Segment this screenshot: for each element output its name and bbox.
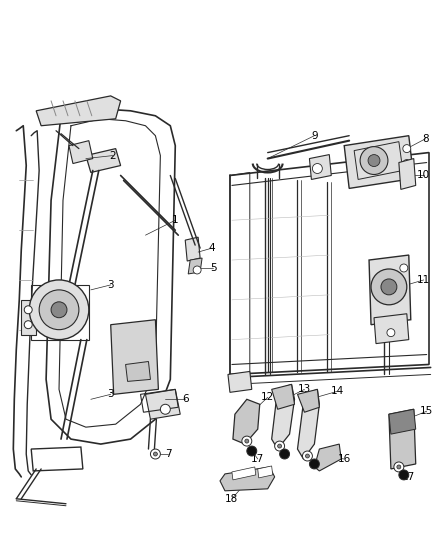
Text: 14: 14 (331, 386, 344, 397)
Polygon shape (185, 237, 200, 261)
Polygon shape (232, 467, 256, 480)
Circle shape (275, 441, 285, 451)
Polygon shape (111, 320, 159, 394)
Polygon shape (314, 444, 341, 471)
Text: 18: 18 (225, 494, 239, 504)
Circle shape (242, 436, 252, 446)
Circle shape (309, 459, 319, 469)
Circle shape (160, 404, 170, 414)
Text: 7: 7 (165, 449, 172, 459)
Text: 6: 6 (182, 394, 188, 405)
Polygon shape (86, 149, 120, 173)
Polygon shape (233, 399, 260, 444)
Polygon shape (272, 384, 294, 449)
Text: 16: 16 (338, 454, 351, 464)
Circle shape (400, 264, 408, 272)
Circle shape (305, 454, 309, 458)
Text: 8: 8 (422, 134, 429, 144)
Text: 15: 15 (420, 406, 433, 416)
Text: 1: 1 (172, 215, 179, 225)
Circle shape (245, 439, 249, 443)
Circle shape (247, 446, 257, 456)
Circle shape (303, 451, 312, 461)
Circle shape (371, 269, 407, 305)
Polygon shape (389, 409, 416, 434)
Circle shape (403, 144, 411, 152)
Circle shape (381, 279, 397, 295)
Circle shape (150, 449, 160, 459)
Circle shape (403, 159, 411, 167)
Text: 17: 17 (402, 472, 415, 482)
Polygon shape (389, 409, 416, 469)
Text: 13: 13 (298, 384, 311, 394)
Polygon shape (374, 314, 409, 344)
Circle shape (387, 329, 395, 337)
Circle shape (278, 444, 282, 448)
Text: 9: 9 (311, 131, 318, 141)
Polygon shape (369, 255, 411, 325)
Polygon shape (272, 384, 294, 409)
Circle shape (193, 266, 201, 274)
Polygon shape (309, 155, 331, 180)
Text: 5: 5 (210, 263, 216, 273)
Circle shape (39, 290, 79, 330)
Text: 12: 12 (261, 392, 274, 402)
Polygon shape (188, 258, 202, 274)
Polygon shape (69, 141, 93, 164)
Circle shape (368, 155, 380, 166)
Polygon shape (258, 466, 273, 478)
Polygon shape (344, 136, 414, 188)
Polygon shape (228, 372, 252, 392)
Polygon shape (36, 96, 120, 126)
Circle shape (394, 462, 404, 472)
Text: 10: 10 (417, 171, 430, 181)
Polygon shape (126, 361, 150, 382)
Circle shape (312, 164, 322, 173)
Polygon shape (297, 389, 319, 412)
Polygon shape (399, 158, 416, 189)
Circle shape (279, 449, 290, 459)
Circle shape (397, 465, 401, 469)
Text: 3: 3 (107, 280, 114, 290)
Polygon shape (145, 389, 180, 419)
Circle shape (24, 321, 32, 329)
Circle shape (24, 306, 32, 314)
Polygon shape (21, 300, 36, 335)
Polygon shape (220, 467, 275, 491)
Text: 17: 17 (251, 454, 265, 464)
Circle shape (360, 147, 388, 174)
Text: 11: 11 (417, 275, 430, 285)
Text: 10: 10 (315, 160, 328, 171)
Text: 3: 3 (107, 389, 114, 399)
Circle shape (29, 280, 89, 340)
Text: 4: 4 (209, 243, 215, 253)
Text: 2: 2 (110, 151, 116, 160)
Circle shape (51, 302, 67, 318)
Circle shape (403, 172, 411, 180)
Circle shape (153, 452, 157, 456)
Polygon shape (297, 389, 319, 459)
Circle shape (399, 470, 409, 480)
